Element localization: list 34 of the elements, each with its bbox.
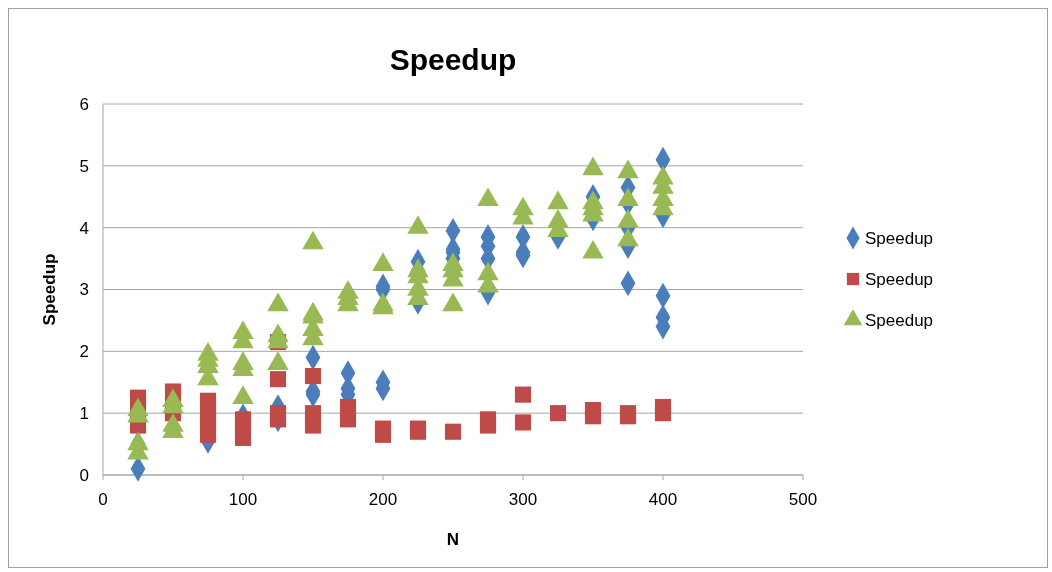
x-tick-label: 100 bbox=[228, 490, 258, 509]
point bbox=[269, 371, 287, 388]
y-axis-title: Speedup bbox=[40, 253, 59, 326]
y-tick-label: 0 bbox=[79, 465, 89, 485]
legend-label: Speedup bbox=[865, 269, 934, 289]
x-tick-label: 500 bbox=[788, 490, 818, 509]
point bbox=[339, 398, 357, 416]
chart-title: Speedup bbox=[389, 43, 517, 76]
x-axis-title: N bbox=[446, 530, 460, 549]
point bbox=[584, 402, 602, 419]
point bbox=[199, 392, 217, 409]
point bbox=[514, 386, 532, 403]
x-tick-label: 300 bbox=[508, 490, 538, 509]
point bbox=[444, 423, 462, 440]
point bbox=[374, 420, 392, 437]
point bbox=[304, 368, 322, 385]
y-tick-label: 3 bbox=[79, 280, 89, 300]
x-tick-label: 200 bbox=[368, 490, 398, 509]
point bbox=[269, 405, 287, 422]
x-tick-label: 0 bbox=[98, 490, 108, 509]
point bbox=[654, 398, 672, 416]
point bbox=[234, 411, 252, 428]
y-tick-label: 6 bbox=[79, 94, 89, 114]
y-tick-label: 1 bbox=[79, 404, 89, 424]
point bbox=[304, 405, 322, 422]
point bbox=[514, 414, 532, 431]
point bbox=[479, 411, 497, 428]
legend-label: Speedup bbox=[865, 310, 934, 330]
y-tick-label: 5 bbox=[79, 156, 89, 176]
x-tick-label: 400 bbox=[648, 490, 678, 509]
point bbox=[549, 405, 567, 422]
y-tick-label: 2 bbox=[79, 342, 89, 362]
y-tick-label: 4 bbox=[79, 218, 89, 238]
legend-label: Speedup bbox=[865, 228, 934, 248]
